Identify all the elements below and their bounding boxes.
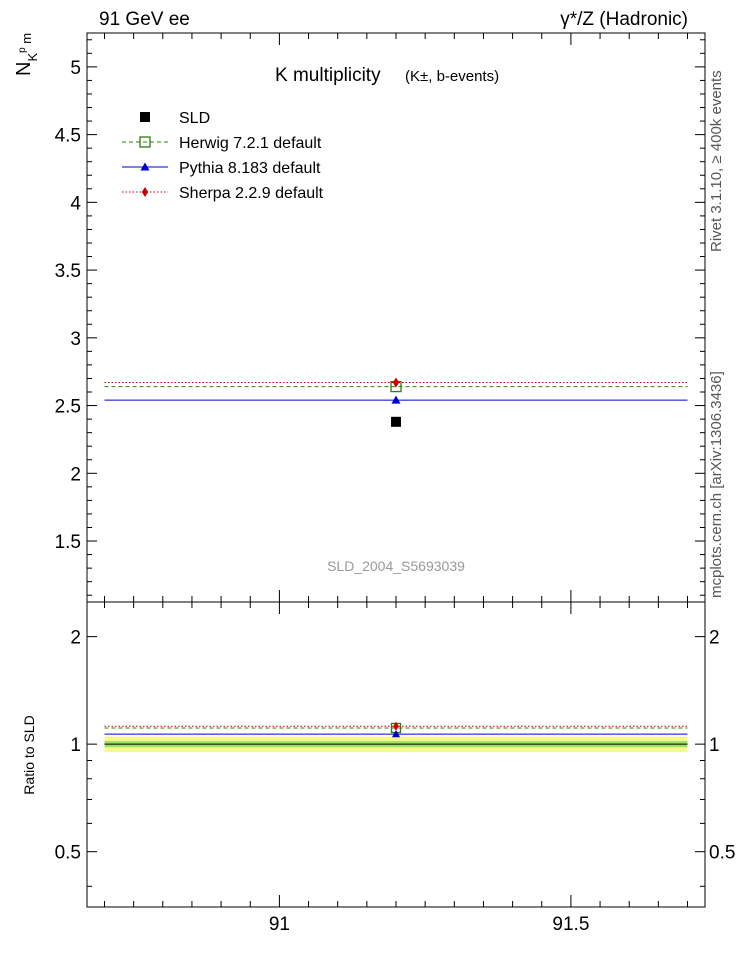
ratio-frame	[86, 601, 706, 908]
legend-marker-herwig	[139, 136, 151, 148]
ratio-panel: 0.5 0.5 1 1 2 2 91 91.5 Ratio to SLD	[21, 601, 735, 935]
y-axis-label: NKp m	[13, 33, 40, 76]
point-sld	[391, 416, 401, 427]
legend-marker-sld	[140, 112, 150, 122]
y-tick-label: 5	[70, 58, 81, 79]
ratio-y-tick-label: 2	[70, 628, 81, 649]
ratio-y-tick-label: 1	[70, 735, 81, 756]
ratio-point-sherpa	[393, 721, 399, 731]
y-tick-label: 2	[70, 464, 81, 485]
ratio-y-tick-label-right: 0.5	[709, 843, 735, 864]
ratio-y-tick-label: 0.5	[55, 843, 81, 864]
y-tick-label: 1.5	[55, 532, 81, 553]
x-tick-label: 91.5	[552, 914, 589, 935]
legend: SLD Herwig 7.2.1 default Pythia 8.183 defa…	[122, 110, 324, 202]
header-left: 91 GeV ee	[99, 9, 190, 30]
header-right: γ*/Z (Hadronic)	[560, 9, 688, 30]
legend-entry-pythia: Pythia 8.183 default	[179, 160, 321, 177]
legend-entry-herwig: Herwig 7.2.1 default	[179, 135, 322, 152]
y-tick-label: 4.5	[55, 126, 81, 147]
ratio-y-axis-label: Ratio to SLD	[21, 715, 37, 794]
y-tick-label: 3	[70, 329, 81, 350]
x-tick-label: 91	[269, 914, 290, 935]
chart-title: K multiplicity	[275, 65, 381, 86]
y-tick-label: 2.5	[55, 397, 81, 418]
legend-marker-sherpa	[141, 187, 149, 197]
main-panel: 1.5 2 2.5 3 3.5 4 4.5 5 NKp m K multiplicity (K±, …	[13, 32, 706, 603]
ratio-y-tick-label-right: 1	[709, 735, 720, 756]
chart-title-suffix: (K±, b-events)	[405, 68, 499, 85]
legend-entry-sld: SLD	[179, 110, 210, 127]
point-pythia	[391, 395, 401, 404]
y-tick-label: 4	[70, 193, 81, 214]
legend-entry-sherpa: Sherpa 2.2.9 default	[179, 185, 324, 202]
analysis-watermark: SLD_2004_S5693039	[327, 558, 465, 574]
ratio-y-tick-label-right: 2	[709, 628, 720, 649]
legend-marker-pythia	[140, 162, 150, 171]
point-sherpa	[392, 377, 400, 388]
ratio-point-pythia	[391, 730, 401, 738]
y-tick-label: 3.5	[55, 261, 81, 282]
